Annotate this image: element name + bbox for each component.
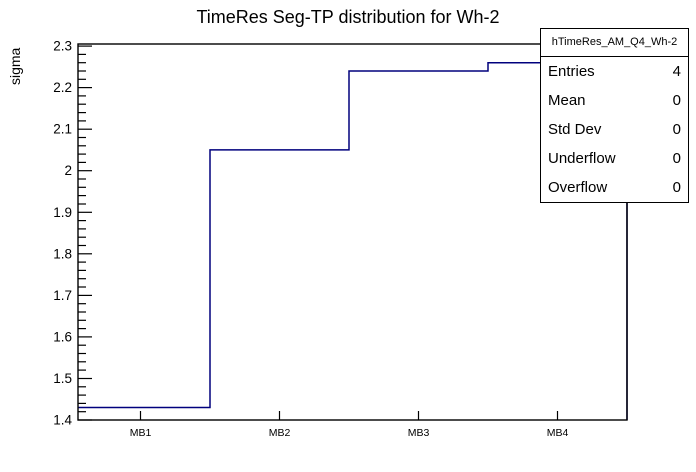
stats-row-entries: Entries 4 [541,57,688,86]
stats-label: Underflow [548,150,616,167]
stats-label: Std Dev [548,121,602,138]
stats-label: Mean [548,92,586,109]
y-axis-tick-label: 2.1 [53,122,72,137]
stats-row-underflow: Underflow 0 [541,144,688,173]
y-axis-tick-label: 1.7 [53,288,72,303]
stats-row-stddev: Std Dev 0 [541,115,688,144]
y-axis-tick-label: 2 [64,163,72,178]
y-axis-tick-label: 1.6 [53,329,72,344]
y-axis-tick-label: 2.2 [53,80,72,95]
stats-value: 0 [672,92,681,109]
x-axis-tick-label: MB1 [130,427,152,439]
y-axis-tick-label: 1.9 [53,205,72,220]
stats-value: 4 [672,63,681,80]
stats-label: Overflow [548,179,608,196]
stats-value: 0 [672,150,681,167]
plot-frame [77,43,628,421]
stats-value: 0 [672,121,681,138]
stats-row-overflow: Overflow 0 [541,173,688,202]
stats-box-title: hTimeRes_AM_Q4_Wh-2 [541,29,688,57]
x-axis-tick-label: MB4 [547,427,569,439]
y-axis-title: sigma [7,47,23,85]
y-axis-tick-label: 1.5 [53,371,72,386]
chart-title: TimeRes Seg-TP distribution for Wh-2 [196,7,500,27]
y-axis-tick-label: 1.8 [53,246,72,261]
y-axis-tick-label: 1.4 [53,413,72,428]
x-axis-tick-label: MB2 [269,427,291,439]
stats-box: hTimeRes_AM_Q4_Wh-2 Entries 4 Mean 0 Std… [540,28,689,203]
stats-label: Entries [548,63,595,80]
stats-row-mean: Mean 0 [541,86,688,115]
y-axis-tick-label: 2.3 [53,39,72,54]
x-axis-tick-label: MB3 [408,427,430,439]
stats-value: 0 [672,179,681,196]
